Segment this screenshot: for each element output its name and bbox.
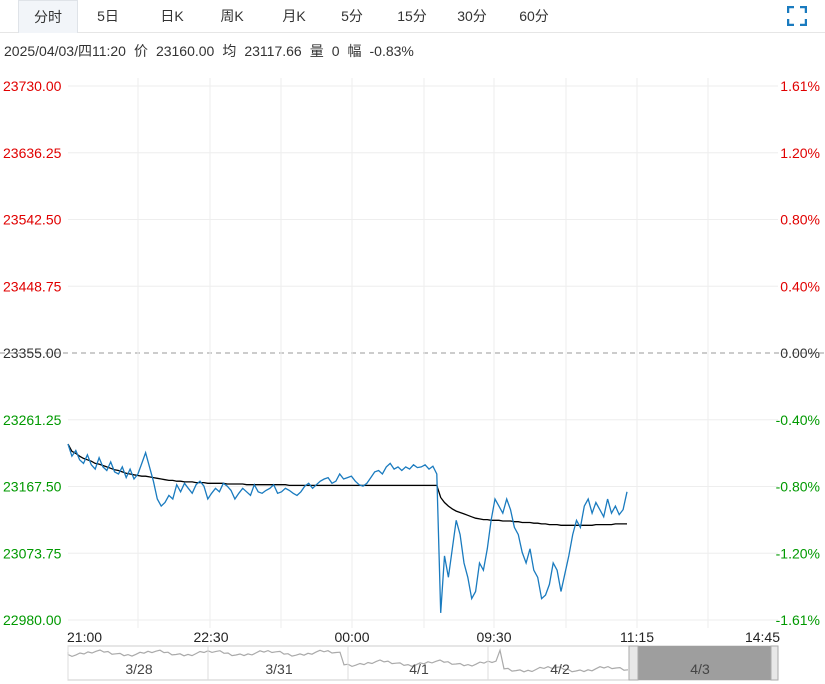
navigator-handle-right [770,645,779,681]
navigator-label: 4/1 [409,661,429,677]
y-tick-left: 23730.00 [3,78,62,94]
avg-price-line [67,443,627,526]
x-tick: 11:15 [620,629,654,645]
x-tick: 22:30 [193,629,228,645]
y-tick-left: 23261.25 [3,412,62,428]
info-price: 23160.00 [155,43,215,59]
y-tick-left: 23636.25 [3,145,62,161]
price-line [67,443,628,613]
x-tick: 14:45 [745,629,780,645]
tab-8[interactable]: 60分 [519,8,549,24]
y-tick-left: 23073.75 [3,545,62,561]
y-tick-left: 22980.00 [3,612,62,628]
y-tick-right: 0.00% [780,345,820,361]
y-tick-right: -0.80% [776,479,820,495]
navigator-frame [67,645,779,681]
info-price-label: 价 [133,43,148,59]
y-tick-right: -1.20% [776,545,820,561]
tab-1[interactable]: 5日 [97,8,119,24]
info-bar: 2025/04/03/四11:20 价 23160.00 均 23117.66 量 0 幅 -0… [4,41,422,61]
x-tick: 21:00 [67,629,102,645]
tab-3[interactable]: 周K [220,8,244,24]
y-tick-left: 23448.75 [3,278,62,294]
y-tick-left: 23167.50 [3,479,62,495]
y-tick-right: 0.80% [780,212,820,228]
x-tick: 00:00 [334,629,369,645]
info-vol-label: 量 [309,43,324,59]
y-tick-right: -0.40% [776,412,820,428]
tab-2[interactable]: 日K [160,8,184,24]
info-datetime: 2025/04/03/四11:20 [4,43,126,59]
y-tick-left: 23542.50 [3,212,62,228]
navigator-label: 4/3 [690,661,710,677]
navigator-label: 3/28 [125,661,152,677]
y-tick-right: 1.20% [780,145,820,161]
x-tick: 09:30 [476,629,511,645]
navigator-handle-left [628,645,639,681]
navigator-line [67,648,629,673]
info-avg-label: 均 [222,43,237,59]
navigator-selected-range [638,646,771,680]
y-tick-left: 23355.00 [3,345,62,361]
y-tick-right: 1.61% [780,78,820,94]
y-tick-right: 0.40% [780,278,820,294]
tab-4[interactable]: 月K [282,8,306,24]
y-tick-right: -1.61% [776,612,820,628]
navigator-label: 3/31 [265,661,292,677]
tab-5[interactable]: 5分 [341,8,363,24]
tab-6[interactable]: 15分 [397,8,427,24]
info-avg: 23117.66 [244,43,302,59]
fullscreen-icon[interactable] [787,6,807,26]
info-vol: 0 [331,43,340,59]
tab-7[interactable]: 30分 [457,8,487,24]
chart-tabs: 分时 5日 日K 周K 月K 5分 15分 30分 60分 [0,0,825,33]
info-chg-label: 幅 [347,43,362,59]
tab-0[interactable]: 分时 [18,0,78,33]
info-chg: -0.83% [369,43,414,59]
navigator-label: 4/2 [550,661,570,677]
